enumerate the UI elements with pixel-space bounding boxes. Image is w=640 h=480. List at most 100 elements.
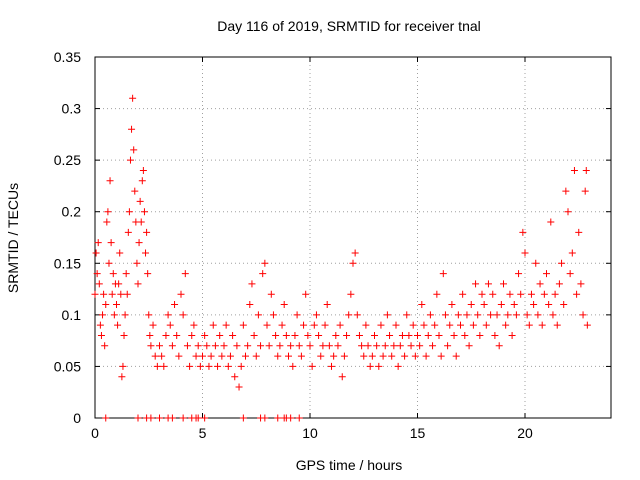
data-point: [229, 331, 237, 339]
data-point: [177, 290, 185, 298]
data-point: [418, 301, 426, 309]
data-point: [484, 280, 492, 288]
data-point: [203, 342, 211, 350]
data-point: [145, 311, 153, 319]
data-point: [321, 321, 329, 329]
data-point: [246, 301, 254, 309]
data-point: [448, 301, 456, 309]
data-point: [242, 352, 249, 360]
data-point: [562, 187, 570, 195]
data-point: [115, 280, 123, 288]
data-point: [160, 362, 168, 370]
grid-lines: [95, 57, 611, 418]
data-point: [476, 331, 484, 339]
data-point: [113, 301, 120, 309]
data-point: [431, 321, 439, 329]
data-point: [126, 156, 134, 164]
data-point: [325, 342, 333, 350]
data-point: [254, 311, 262, 319]
data-point: [164, 311, 172, 319]
data-point: [450, 331, 458, 339]
data-point: [502, 321, 510, 329]
data-point: [506, 290, 514, 298]
data-point: [257, 342, 265, 350]
data-point: [553, 321, 561, 329]
data-point: [99, 311, 107, 319]
data-point: [231, 373, 239, 381]
data-point: [323, 301, 331, 309]
data-point: [117, 290, 125, 298]
data-point: [306, 342, 314, 350]
data-point: [121, 311, 129, 319]
data-point: [416, 342, 424, 350]
data-point: [355, 331, 363, 339]
data-point: [558, 259, 566, 267]
data-point: [353, 311, 361, 319]
data-point: [118, 373, 126, 381]
data-point: [291, 331, 299, 339]
data-point: [131, 187, 139, 195]
data-point: [168, 414, 176, 422]
data-point: [175, 352, 183, 360]
data-point: [540, 290, 548, 298]
data-point: [166, 321, 174, 329]
data-point: [265, 342, 273, 350]
data-point: [304, 331, 312, 339]
data-point: [358, 342, 366, 350]
data-point: [360, 352, 368, 360]
data-point: [420, 321, 428, 329]
data-point: [168, 342, 176, 350]
data-point: [91, 290, 99, 298]
data-point: [179, 414, 187, 422]
data-point: [205, 362, 213, 370]
data-point: [407, 342, 415, 350]
data-point: [93, 270, 101, 278]
data-point: [439, 270, 447, 278]
data-point: [366, 362, 374, 370]
data-point: [414, 331, 421, 339]
data-point: [457, 321, 464, 329]
data-point: [373, 342, 381, 350]
data-point: [128, 125, 136, 133]
data-point: [422, 352, 430, 360]
data-point: [143, 228, 151, 236]
y-tick-label: 0.3: [62, 101, 82, 117]
data-point: [504, 311, 512, 319]
data-point: [437, 352, 445, 360]
data-point: [394, 362, 402, 370]
data-point: [474, 311, 482, 319]
data-point: [534, 311, 542, 319]
y-axis-label: SRMTID / TECUs: [5, 183, 21, 293]
data-point: [280, 301, 288, 309]
data-point: [109, 270, 117, 278]
data-point: [390, 342, 398, 350]
chart-title: Day 116 of 2019, SRMTID for receiver tna…: [217, 18, 481, 34]
data-point: [379, 352, 387, 360]
data-point: [190, 321, 198, 329]
data-point: [435, 331, 443, 339]
data-point: [347, 290, 355, 298]
data-point: [465, 342, 473, 350]
data-point: [194, 342, 202, 350]
data-point: [338, 373, 346, 381]
data-point: [364, 342, 372, 350]
data-point: [263, 321, 271, 329]
data-point: [207, 352, 215, 360]
axis-ticks: 0 5 10 15 20 0 0.05 0.1 0.15 0.2 0.25 0.3 0.35: [54, 49, 611, 441]
data-point: [383, 311, 391, 319]
data-point: [536, 280, 544, 288]
data-point: [244, 342, 252, 350]
data-point: [328, 362, 335, 370]
data-point: [371, 331, 378, 339]
data-point: [183, 342, 191, 350]
x-tick-label: 20: [517, 425, 533, 441]
data-point: [124, 228, 132, 236]
data-point: [446, 321, 454, 329]
data-point: [102, 414, 110, 422]
data-point: [459, 290, 467, 298]
data-point: [144, 270, 152, 278]
data-point: [224, 362, 232, 370]
data-point: [573, 290, 581, 298]
data-point: [226, 352, 234, 360]
data-point: [411, 352, 419, 360]
